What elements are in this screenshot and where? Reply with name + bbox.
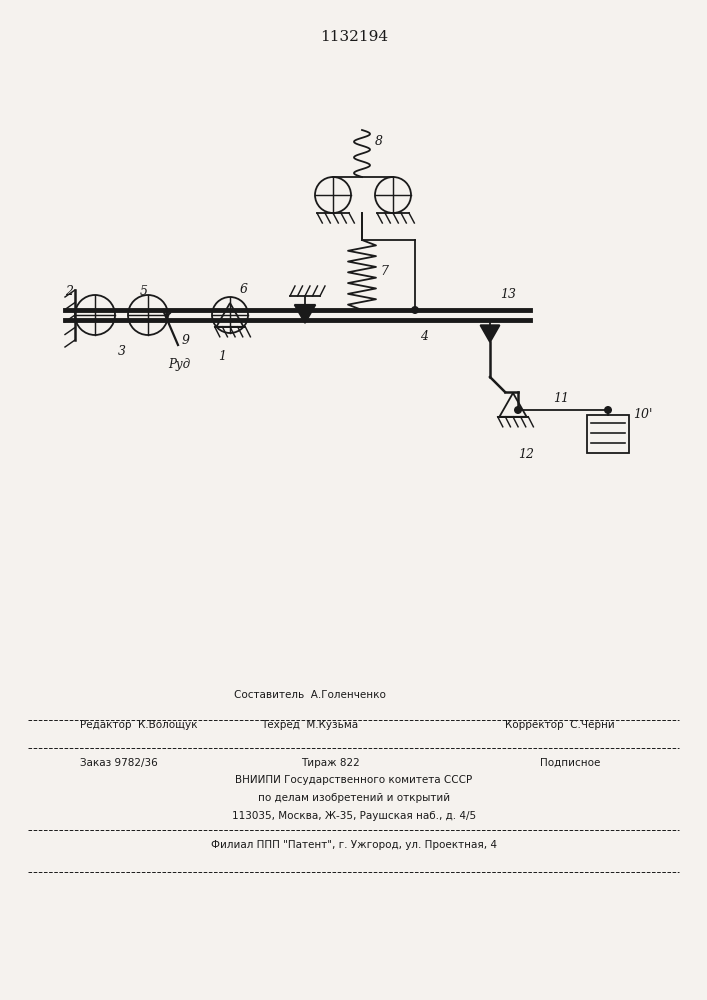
Text: Тираж 822: Тираж 822 bbox=[300, 758, 359, 768]
Polygon shape bbox=[295, 305, 315, 323]
Text: Руд: Руд bbox=[168, 358, 190, 371]
Polygon shape bbox=[480, 325, 500, 342]
Text: по делам изобретений и открытий: по делам изобретений и открытий bbox=[258, 793, 450, 803]
Text: 2: 2 bbox=[65, 285, 73, 298]
Text: 1132194: 1132194 bbox=[320, 30, 388, 44]
Text: 3: 3 bbox=[118, 345, 126, 358]
Text: ВНИИПИ Государственного комитета СССР: ВНИИПИ Государственного комитета СССР bbox=[235, 775, 472, 785]
Text: Редактор  К.Волощук: Редактор К.Волощук bbox=[80, 720, 197, 730]
Text: Филиал ППП "Патент", г. Ужгород, ул. Проектная, 4: Филиал ППП "Патент", г. Ужгород, ул. Про… bbox=[211, 840, 497, 850]
Circle shape bbox=[514, 406, 522, 414]
Text: 11: 11 bbox=[553, 392, 569, 405]
Text: Составитель  А.Голенченко: Составитель А.Голенченко bbox=[234, 690, 386, 700]
Circle shape bbox=[411, 306, 419, 314]
Text: 9: 9 bbox=[182, 334, 190, 347]
Bar bbox=[587, 415, 629, 453]
Text: Подписное: Подписное bbox=[540, 758, 600, 768]
Text: 113035, Москва, Ж-35, Раушская наб., д. 4/5: 113035, Москва, Ж-35, Раушская наб., д. … bbox=[232, 811, 476, 821]
Text: 8: 8 bbox=[375, 135, 383, 148]
Text: 1: 1 bbox=[218, 350, 226, 363]
Text: Корректор  С.Черни: Корректор С.Черни bbox=[505, 720, 615, 730]
Text: 12: 12 bbox=[518, 448, 534, 461]
Text: 7: 7 bbox=[380, 265, 388, 278]
Text: 13: 13 bbox=[500, 288, 516, 301]
Text: 5: 5 bbox=[140, 285, 148, 298]
Text: 4: 4 bbox=[420, 330, 428, 343]
Text: Техред  М.Кузьма: Техред М.Кузьма bbox=[262, 720, 358, 730]
Text: Заказ 9782/36: Заказ 9782/36 bbox=[80, 758, 158, 768]
Circle shape bbox=[604, 406, 612, 414]
Text: 6: 6 bbox=[240, 283, 248, 296]
Text: 10': 10' bbox=[633, 408, 653, 421]
